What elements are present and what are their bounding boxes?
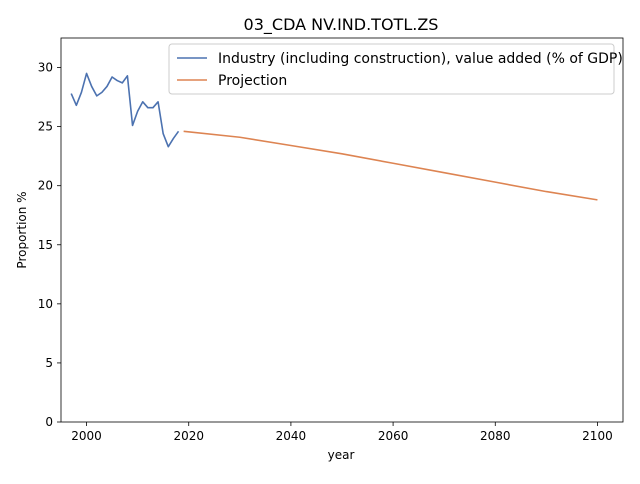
y-tick-label: 15 [38,238,53,252]
y-tick-label: 20 [38,179,53,193]
x-tick-label: 2060 [378,429,409,443]
chart-title: 03_CDA NV.IND.TOTL.ZS [244,15,439,35]
legend-label: Industry (including construction), value… [218,51,623,67]
x-tick-label: 2080 [480,429,511,443]
y-axis-label: Proportion % [15,191,29,268]
x-axis-label: year [328,448,355,462]
x-tick-label: 2000 [71,429,102,443]
legend: Industry (including construction), value… [168,43,623,95]
series-lines [70,72,598,201]
y-tick-label: 5 [45,356,53,370]
x-tick-label: 2040 [276,429,307,443]
x-tick-label: 2020 [173,429,204,443]
plot-frame [60,37,624,423]
legend-box [168,43,615,95]
y-tick-label: 25 [38,120,53,134]
y-tick-label: 0 [45,415,53,429]
legend-label: Projection [218,73,287,89]
y-tick-label: 30 [38,61,53,75]
axes: 2000 2020 2040 2060 2080 2100 0 5 10 15 20 25 30 [38,37,624,443]
x-tick-label: 2100 [582,429,613,443]
y-tick-label: 10 [38,297,53,311]
series-line-projection [183,130,598,201]
series-line-industry [70,72,180,148]
